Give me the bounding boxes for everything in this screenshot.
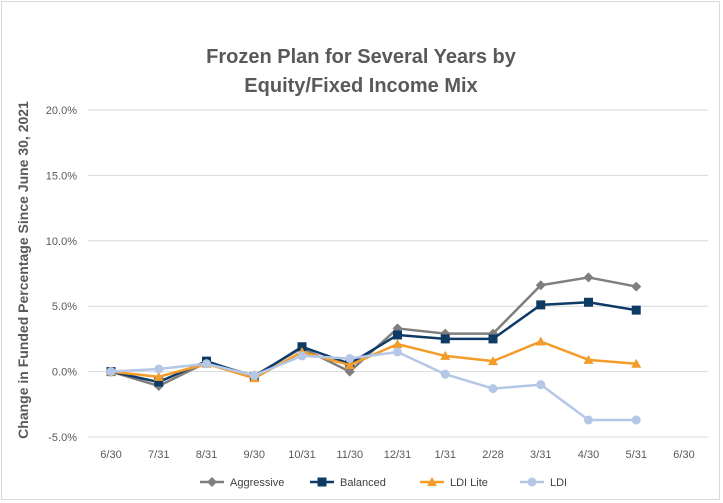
- data-point-square: [631, 305, 641, 315]
- data-point-diamond: [535, 280, 546, 291]
- data-point-square: [584, 297, 593, 307]
- y-tick-label: 20.0%: [46, 105, 77, 117]
- series-line: [110, 350, 637, 422]
- x-tick-label: 1/31: [435, 449, 456, 461]
- x-tick-label: 2/28: [482, 449, 503, 461]
- legend-item: Aggressive: [200, 477, 284, 489]
- x-tick-label: 12/31: [384, 449, 412, 461]
- data-point-circle: [584, 415, 593, 425]
- legend-item: LDI Lite: [420, 477, 488, 489]
- data-point-circle: [393, 347, 402, 357]
- series-line: [110, 340, 637, 380]
- data-point-triangle: [440, 350, 451, 360]
- x-tick-label: 10/31: [288, 449, 316, 461]
- data-point-diamond: [344, 366, 355, 377]
- legend-item: LDI: [520, 477, 567, 489]
- series-ldi: [106, 347, 641, 425]
- chart-title-line1: Frozen Plan for Several Years by: [206, 46, 517, 68]
- data-point-circle: [249, 371, 259, 381]
- data-point-triangle: [427, 477, 437, 486]
- x-tick-label: 9/30: [244, 449, 265, 461]
- data-point-circle: [440, 369, 450, 379]
- y-tick-labels: -5.0% 0.0% 5.0% 10.0% 15.0% 20.0%: [46, 105, 77, 444]
- y-tick-label: 0.0%: [52, 367, 77, 379]
- chart-title-line2: Equity/Fixed Income Mix: [244, 75, 477, 97]
- y-tick-label: 15.0%: [46, 170, 77, 182]
- data-point-square: [154, 377, 164, 387]
- y-tick-label: 10.0%: [46, 236, 77, 248]
- data-point-diamond: [207, 477, 217, 487]
- data-point-square: [488, 334, 498, 344]
- series-lines: [106, 272, 642, 425]
- x-tick-label: 8/31: [196, 449, 217, 461]
- x-tick-label: 3/31: [530, 449, 551, 461]
- x-tick-label: 4/30: [578, 449, 599, 461]
- y-axis-label: Change in Funded Percentage Since June 3…: [15, 101, 31, 439]
- data-point-circle: [202, 359, 211, 369]
- data-point-triangle: [392, 339, 403, 349]
- data-point-circle: [488, 384, 498, 394]
- data-point-diamond: [631, 281, 642, 292]
- legend-label: LDI: [550, 477, 567, 489]
- data-point-triangle: [344, 360, 355, 370]
- data-point-square: [317, 477, 327, 487]
- data-point-diamond: [583, 272, 594, 283]
- data-point-triangle: [153, 371, 164, 381]
- legend-item: Balanced: [310, 477, 386, 489]
- data-point-circle: [345, 354, 355, 364]
- x-tick-label: 7/31: [148, 449, 169, 461]
- data-point-circle: [154, 364, 164, 374]
- legend-label: Aggressive: [230, 477, 284, 489]
- series-aggressive: [106, 272, 642, 391]
- data-point-circle: [106, 367, 116, 377]
- legend: Aggressive Balanced LDI Lite LDI: [200, 477, 567, 489]
- data-point-triangle: [488, 356, 498, 366]
- series-ldi-lite: [106, 336, 642, 383]
- data-point-square: [536, 300, 546, 310]
- y-tick-label: 5.0%: [52, 301, 77, 313]
- data-point-triangle: [631, 358, 642, 368]
- data-point-circle: [631, 415, 641, 425]
- data-point-square: [297, 342, 307, 352]
- x-tick-label: 5/31: [626, 449, 647, 461]
- legend-label: LDI Lite: [450, 477, 488, 489]
- x-tick-label: 6/30: [100, 449, 121, 461]
- x-tick-label: 11/30: [336, 449, 363, 461]
- data-point-square: [440, 334, 450, 344]
- data-point-circle: [536, 380, 546, 390]
- x-tick-label: 6/30: [673, 449, 694, 461]
- data-point-circle: [527, 477, 537, 487]
- x-tick-labels: 6/30 7/31 8/31 9/30 10/31 11/30 12/31 1/31 2/28 3…: [100, 449, 694, 461]
- data-point-triangle: [583, 354, 594, 364]
- gridlines: [88, 109, 708, 438]
- y-tick-label: -5.0%: [48, 432, 77, 444]
- legend-label: Balanced: [340, 477, 386, 489]
- data-point-square: [393, 330, 402, 340]
- data-point-triangle: [535, 336, 546, 346]
- data-point-circle: [297, 351, 307, 361]
